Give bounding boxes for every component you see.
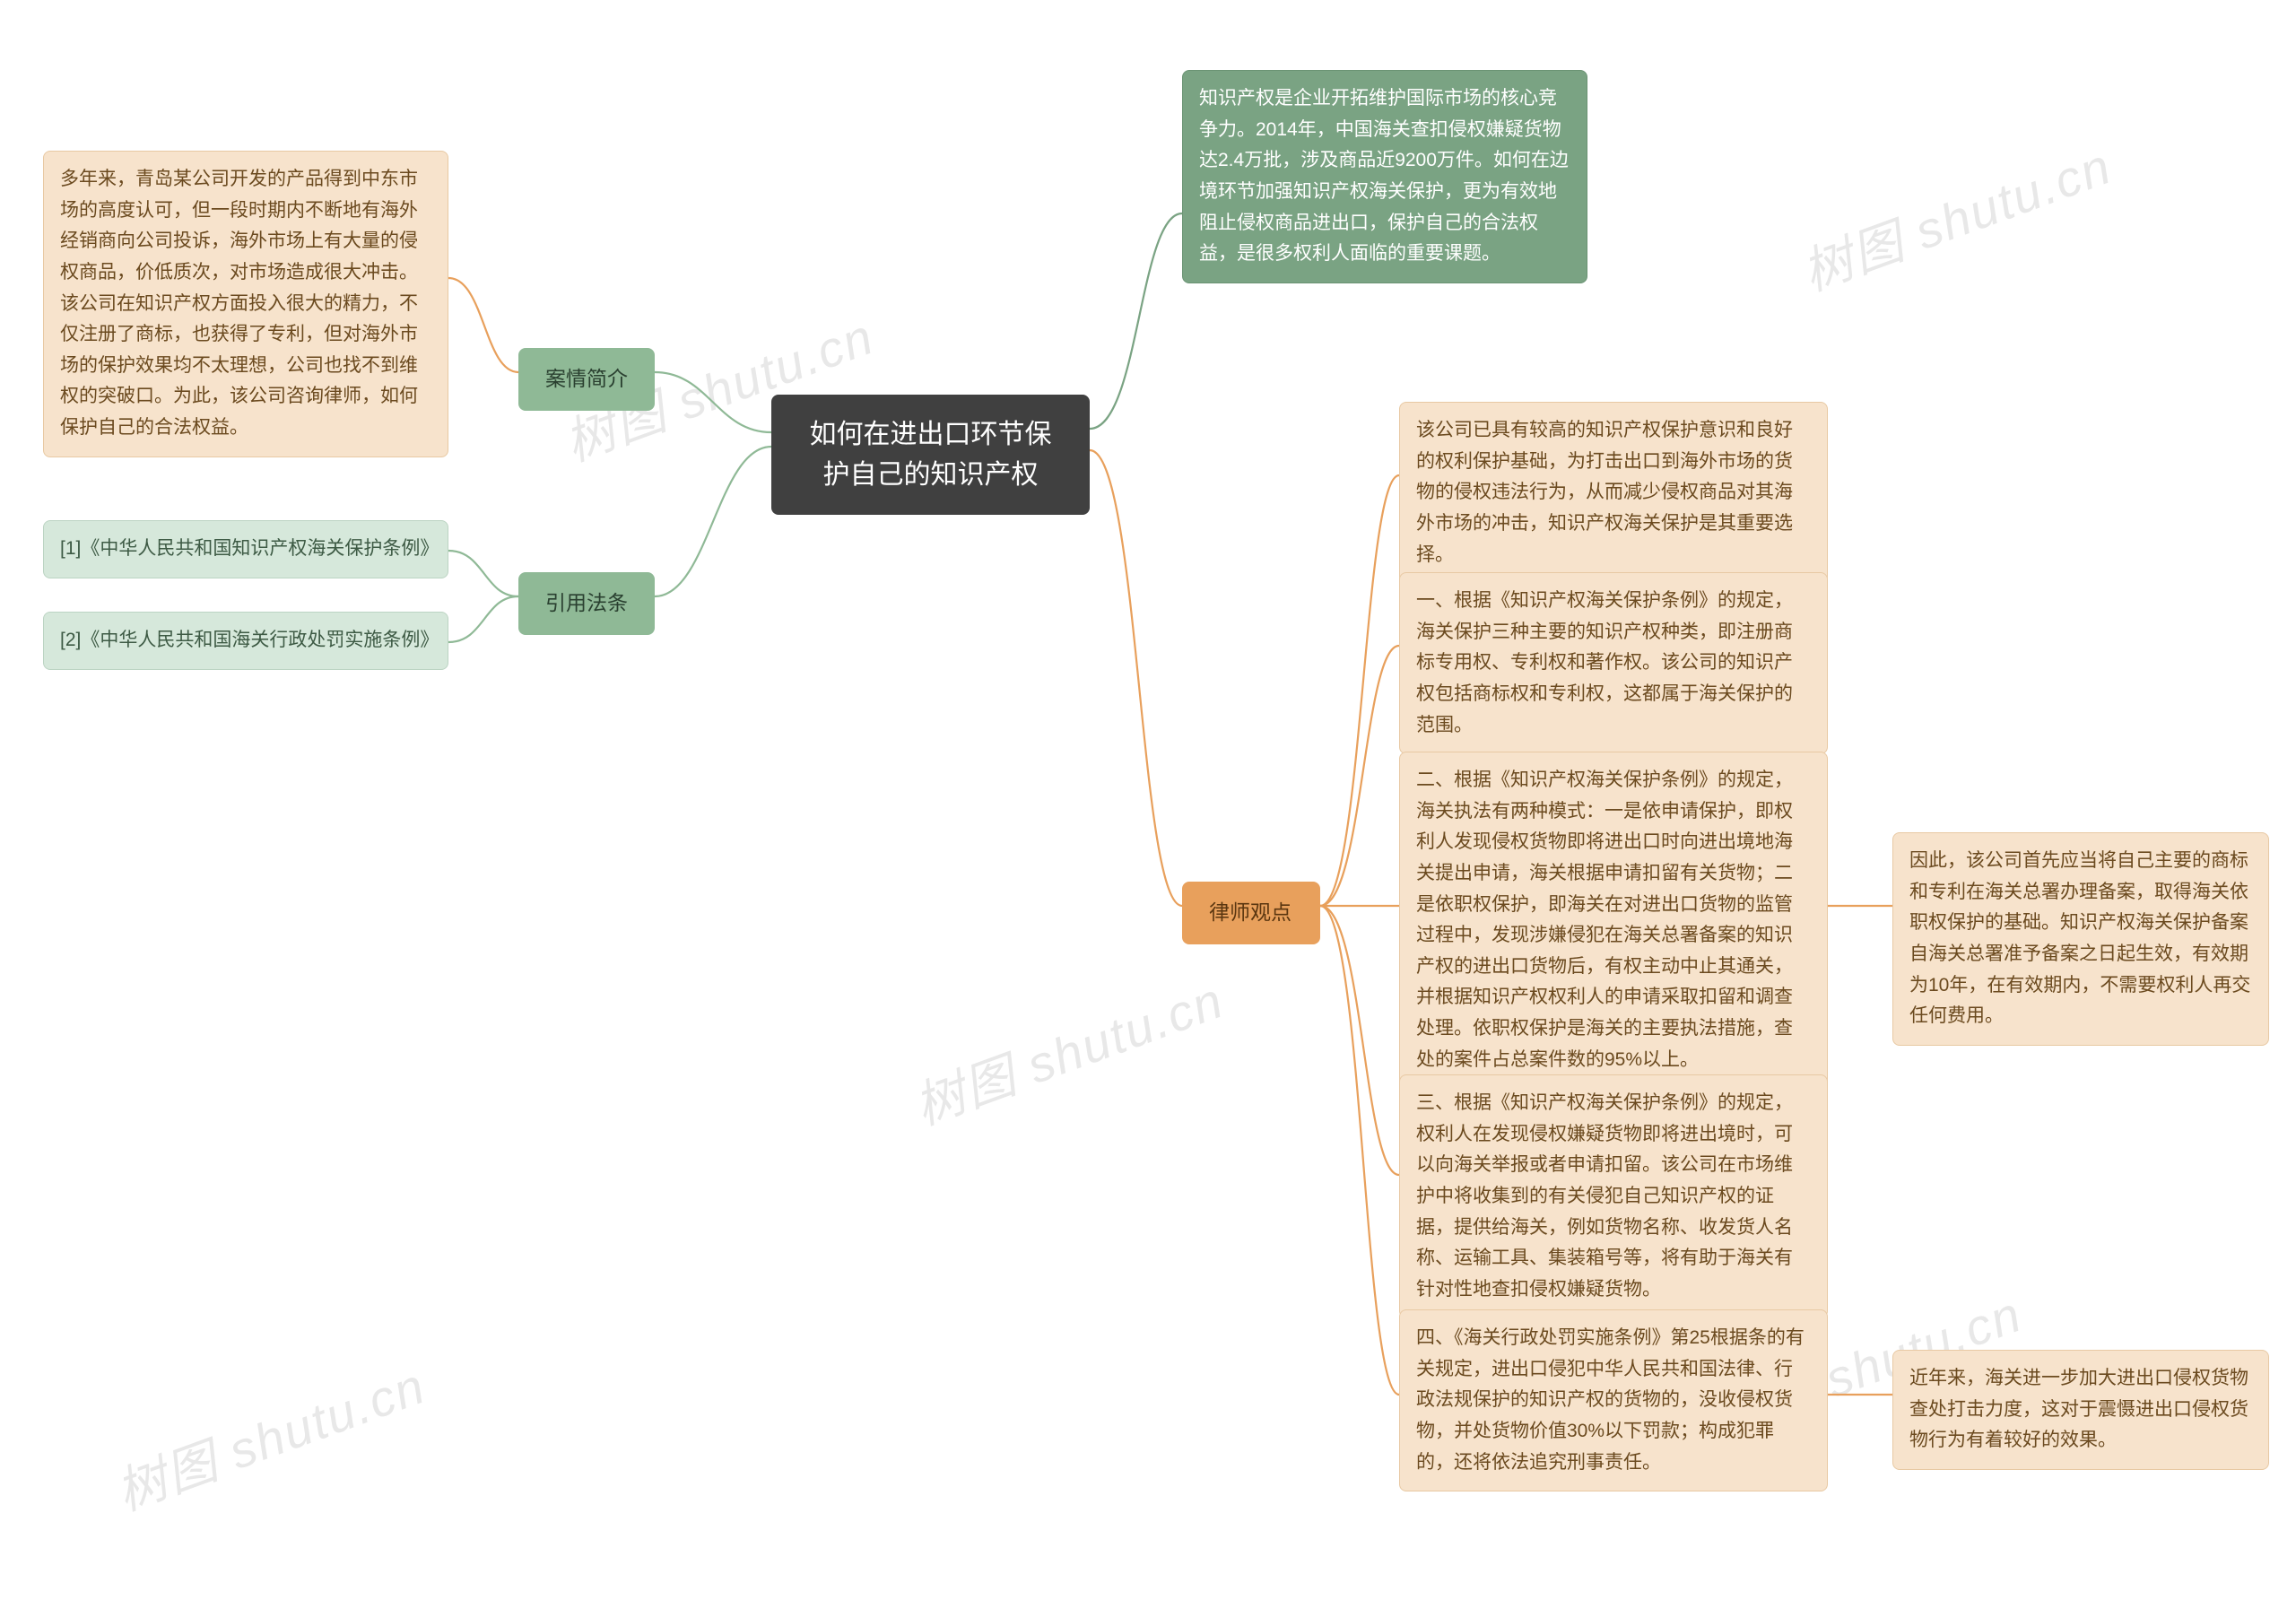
watermark: 树图 shutu.cn xyxy=(105,1346,434,1526)
leaf-case-detail[interactable]: 多年来，青岛某公司开发的产品得到中东市场的高度认可，但一段时期内不断地有海外经销… xyxy=(43,151,448,457)
root-node[interactable]: 如何在进出口环节保护自己的知识产权 xyxy=(771,395,1090,515)
leaf-law-1[interactable]: [1]《中华人民共和国知识产权海关保护条例》 xyxy=(43,520,448,578)
watermark: 树图 shutu.cn xyxy=(903,961,1232,1140)
watermark: 树图 shutu.cn xyxy=(1791,126,2120,306)
leaf-view-3-note[interactable]: 因此，该公司首先应当将自己主要的商标和专利在海关总署办理备案，取得海关依职权保护… xyxy=(1892,832,2269,1046)
leaf-law-2[interactable]: [2]《中华人民共和国海关行政处罚实施条例》 xyxy=(43,612,448,670)
branch-lawyer-view[interactable]: 律师观点 xyxy=(1182,882,1320,944)
leaf-view-5-note[interactable]: 近年来，海关进一步加大进出口侵权货物查处打击力度，这对于震慑进出口侵权货物行为有… xyxy=(1892,1350,2269,1470)
leaf-view-5[interactable]: 四、《海关行政处罚实施条例》第25根据条的有关规定，进出口侵犯中华人民共和国法律… xyxy=(1399,1309,1828,1491)
leaf-view-3[interactable]: 二、根据《知识产权海关保护条例》的规定，海关执法有两种模式：一是依申请保护，即权… xyxy=(1399,752,1828,1089)
leaf-view-4[interactable]: 三、根据《知识产权海关保护条例》的规定，权利人在发现侵权嫌疑货物即将进出境时，可… xyxy=(1399,1074,1828,1318)
branch-case-intro[interactable]: 案情简介 xyxy=(518,348,655,411)
leaf-intro[interactable]: 知识产权是企业开拓维护国际市场的核心竞争力。2014年，中国海关查扣侵权嫌疑货物… xyxy=(1182,70,1587,283)
branch-cited-law[interactable]: 引用法条 xyxy=(518,572,655,635)
leaf-view-2[interactable]: 一、根据《知识产权海关保护条例》的规定，海关保护三种主要的知识产权种类，即注册商… xyxy=(1399,572,1828,754)
leaf-view-1[interactable]: 该公司已具有较高的知识产权保护意识和良好的权利保护基础，为打击出口到海外市场的货… xyxy=(1399,402,1828,584)
